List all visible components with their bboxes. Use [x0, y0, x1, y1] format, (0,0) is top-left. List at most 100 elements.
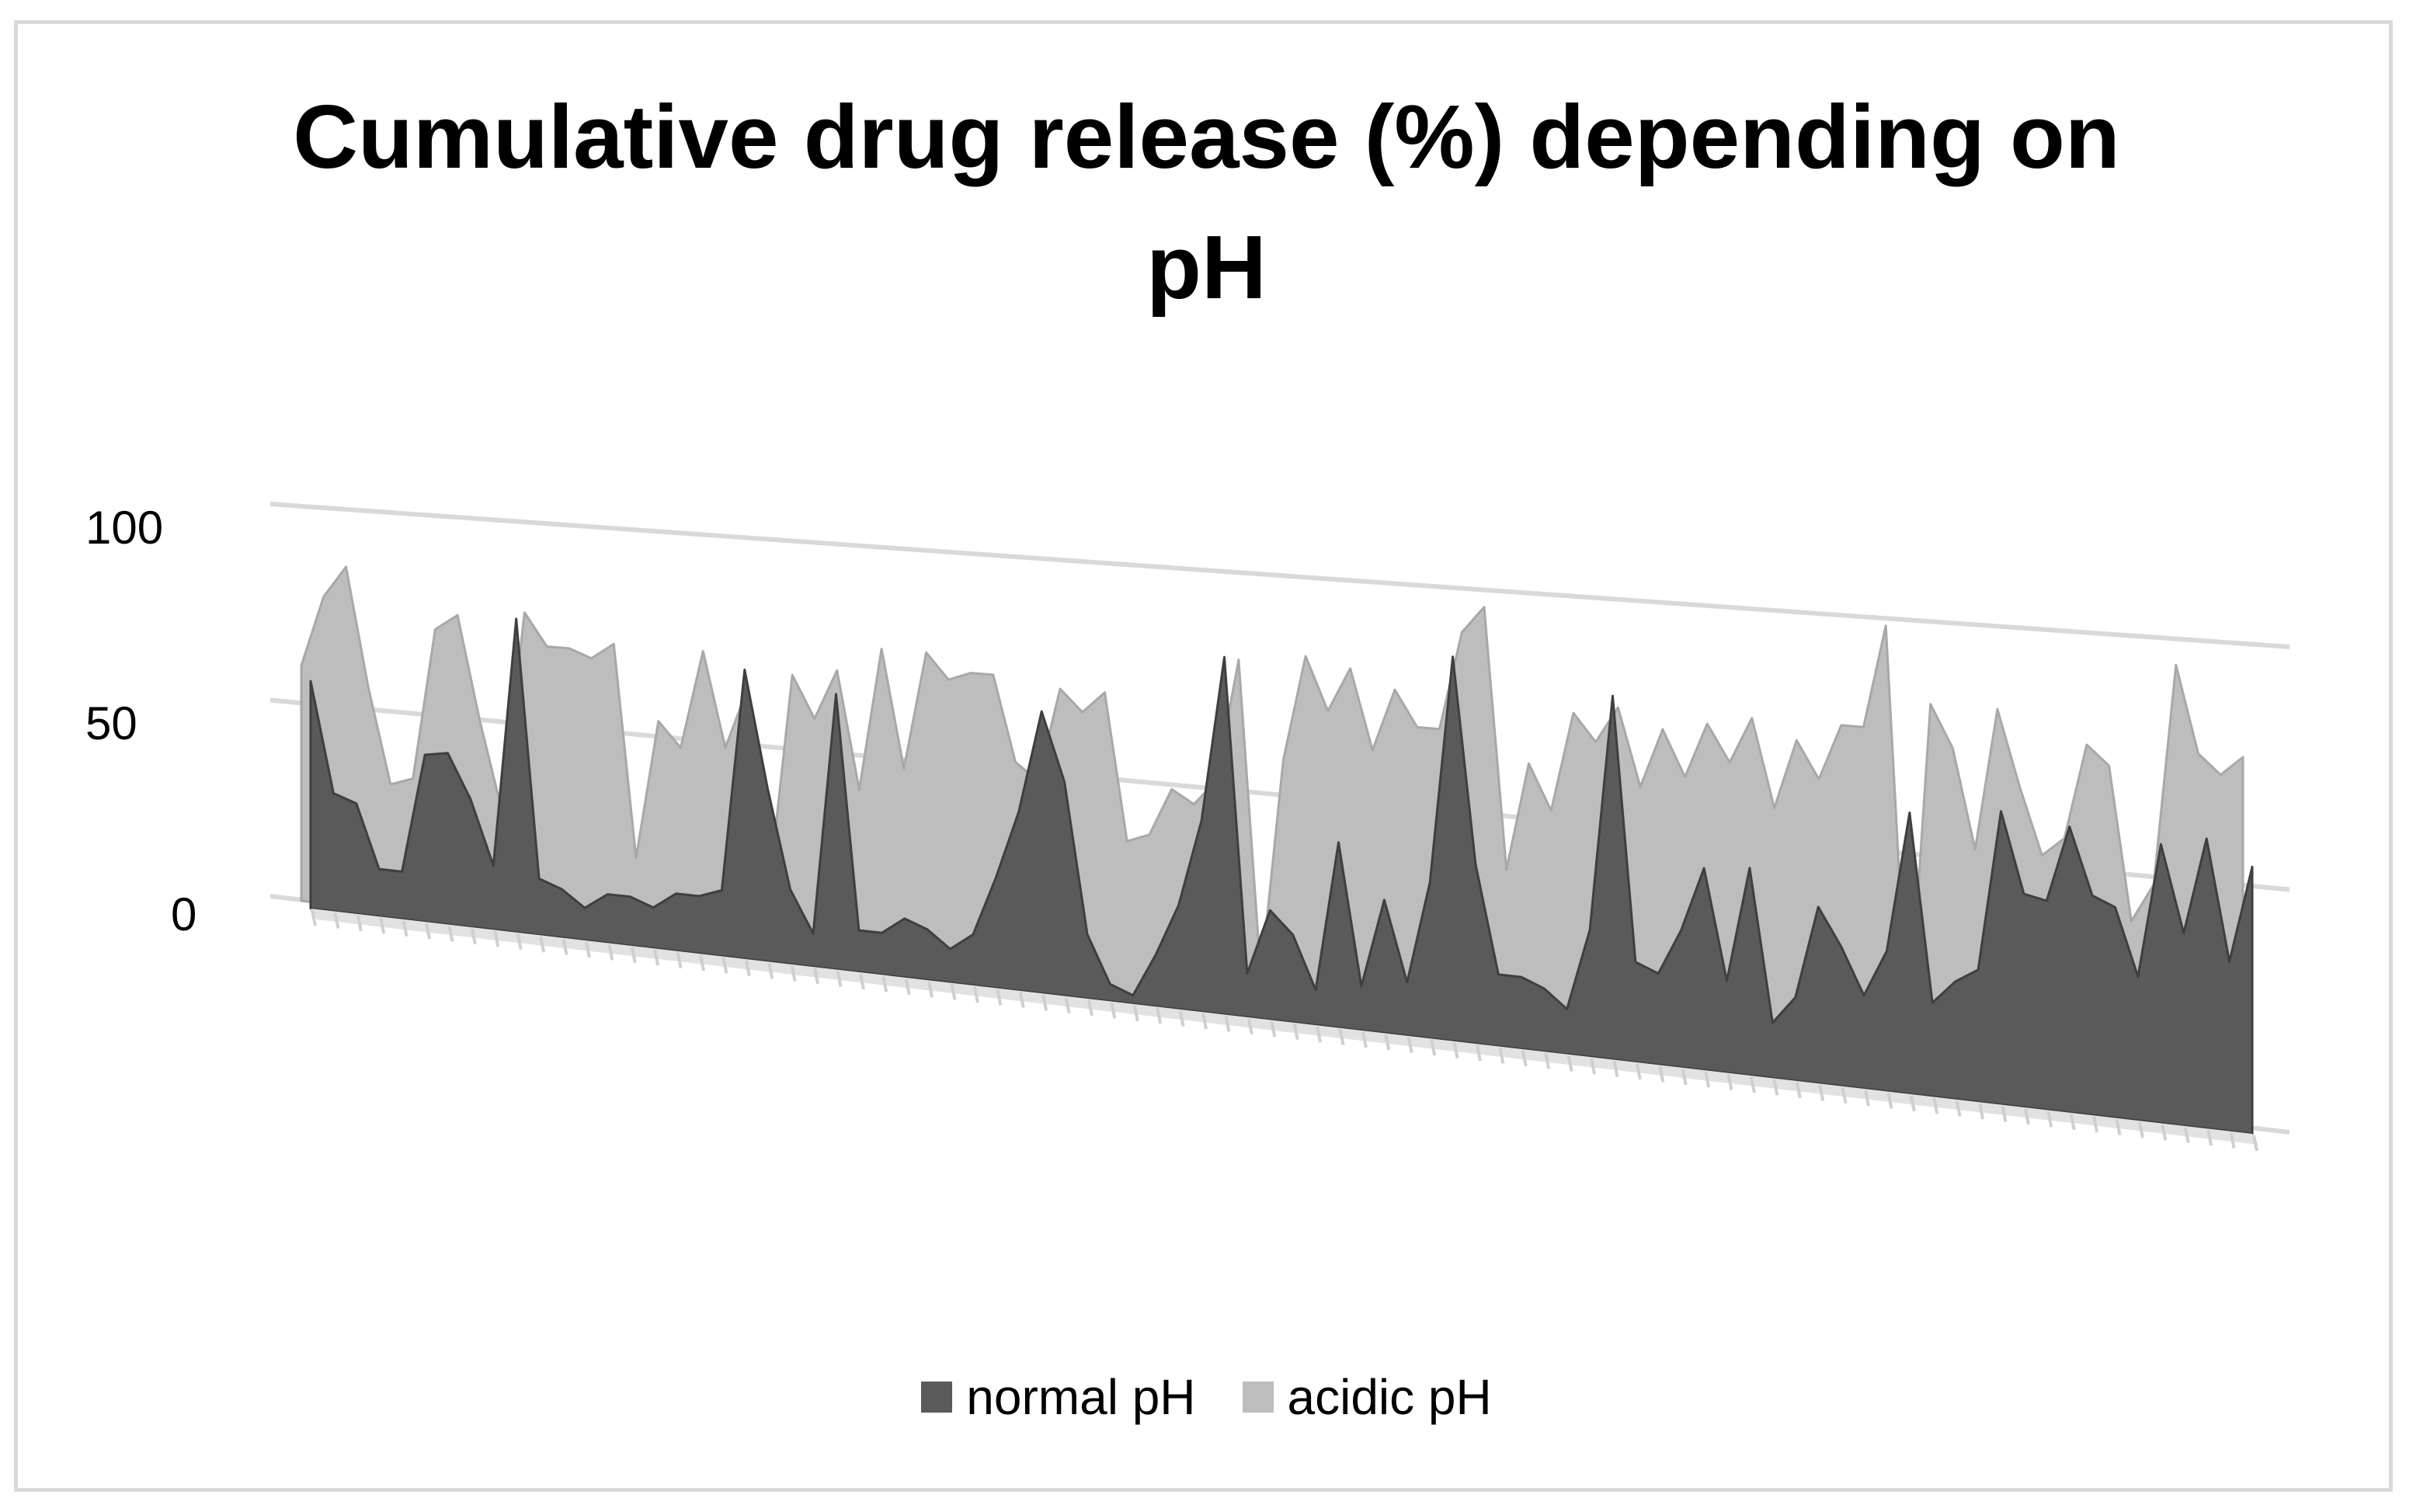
legend-label-normal: normal pH [966, 1369, 1196, 1425]
x-tick [1246, 1018, 1253, 1035]
x-tick [1178, 1010, 1185, 1027]
x-tick [1476, 1044, 1482, 1062]
x-tick [858, 973, 865, 990]
x-tick [927, 981, 934, 998]
chart-title-line-2: pH [1146, 217, 1267, 318]
x-tick [1795, 1082, 1802, 1099]
x-tick [1018, 992, 1025, 1009]
x-tick [1292, 1024, 1299, 1041]
x-tick [1452, 1042, 1459, 1058]
chart-title-line-1: Cumulative drug release (%) depending on [293, 86, 2120, 187]
x-tick [1361, 1031, 1368, 1048]
x-tick [2046, 1111, 2053, 1128]
x-tick [356, 915, 363, 932]
x-tick [1041, 994, 1048, 1011]
x-tick [1201, 1013, 1208, 1030]
x-tick [836, 971, 843, 987]
x-tick [767, 962, 774, 979]
x-tick [1932, 1097, 1939, 1114]
x-tick [2115, 1119, 2122, 1135]
x-tick [744, 960, 751, 977]
legend-swatch-normal [921, 1382, 953, 1413]
y-tick-label-100: 100 [85, 502, 163, 554]
x-tick [562, 939, 568, 955]
x-tick [881, 975, 888, 992]
x-tick [1430, 1039, 1437, 1056]
x-tick [1064, 997, 1071, 1013]
x-tick [1087, 999, 1093, 1017]
x-tick [2252, 1135, 2258, 1152]
x-tick [1156, 1007, 1163, 1024]
x-tick [1544, 1052, 1551, 1069]
y-axis: 100 50 0 [85, 502, 196, 940]
x-axis-floor [311, 909, 2258, 1152]
x-tick [996, 989, 1003, 1006]
x-tick [1224, 1016, 1231, 1032]
y-tick-label-50: 50 [85, 697, 137, 749]
chart-title: Cumulative drug release (%) depending on… [0, 71, 2413, 332]
x-tick [2206, 1129, 2213, 1146]
x-tick [1590, 1058, 1597, 1075]
x-tick [1886, 1093, 1893, 1109]
x-tick [1384, 1034, 1391, 1051]
x-tick [1521, 1050, 1528, 1067]
x-tick [2069, 1114, 2076, 1131]
x-tick [311, 909, 317, 926]
x-tick [1635, 1063, 1642, 1080]
x-tick [379, 917, 386, 934]
x-tick [699, 954, 705, 972]
x-tick [1316, 1026, 1323, 1043]
area-normal-ph [309, 617, 2254, 1135]
series-areas [300, 565, 2254, 1135]
x-tick [607, 944, 614, 961]
x-tick [1909, 1095, 1916, 1112]
x-tick [1658, 1065, 1665, 1083]
legend: normal pH acidic pH [0, 1368, 2413, 1426]
x-tick [402, 920, 409, 937]
y-tick-label-0: 0 [171, 888, 196, 940]
x-tick [904, 978, 911, 996]
x-tick [1110, 1003, 1117, 1019]
x-tick [1681, 1069, 1688, 1086]
x-tick [1132, 1005, 1139, 1022]
x-tick [2229, 1132, 2236, 1149]
x-tick [2183, 1127, 2190, 1144]
x-tick [1955, 1100, 1962, 1117]
x-tick [630, 947, 637, 964]
legend-item-acidic: acidic pH [1242, 1368, 1492, 1426]
x-tick [1498, 1048, 1505, 1064]
x-tick [813, 968, 820, 985]
x-tick [1864, 1090, 1870, 1107]
x-tick [1704, 1071, 1711, 1088]
legend-item-normal: normal pH [921, 1368, 1196, 1426]
x-tick [447, 926, 454, 942]
gridline-100 [269, 502, 2290, 649]
legend-label-acidic: acidic pH [1287, 1369, 1492, 1425]
x-tick [1338, 1029, 1345, 1045]
x-tick [2092, 1116, 2099, 1133]
x-tick [333, 912, 340, 929]
x-tick [1612, 1061, 1619, 1077]
x-tick [721, 958, 728, 974]
x-tick [1406, 1037, 1413, 1054]
x-tick [676, 952, 683, 968]
x-tick [470, 928, 477, 945]
x-tick [1270, 1020, 1277, 1038]
x-tick [2001, 1106, 2008, 1122]
x-tick [425, 923, 432, 940]
x-tick [516, 933, 523, 951]
x-tick [1749, 1076, 1756, 1093]
x-tick [2161, 1124, 2168, 1141]
x-tick [1726, 1074, 1733, 1090]
x-tick [2023, 1108, 2030, 1125]
x-tick [1566, 1055, 1573, 1072]
x-tick [584, 941, 591, 958]
floor-strip [311, 909, 2258, 1145]
x-tick [790, 965, 797, 982]
x-tick [2137, 1121, 2144, 1138]
x-tick [653, 949, 660, 966]
x-tick [972, 986, 979, 1003]
x-tick [539, 936, 546, 953]
x-tick [1978, 1103, 1985, 1120]
